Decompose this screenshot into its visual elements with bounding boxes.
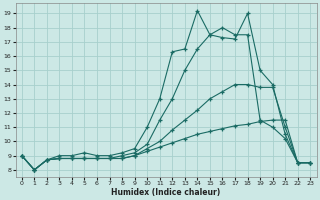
X-axis label: Humidex (Indice chaleur): Humidex (Indice chaleur) bbox=[111, 188, 221, 197]
